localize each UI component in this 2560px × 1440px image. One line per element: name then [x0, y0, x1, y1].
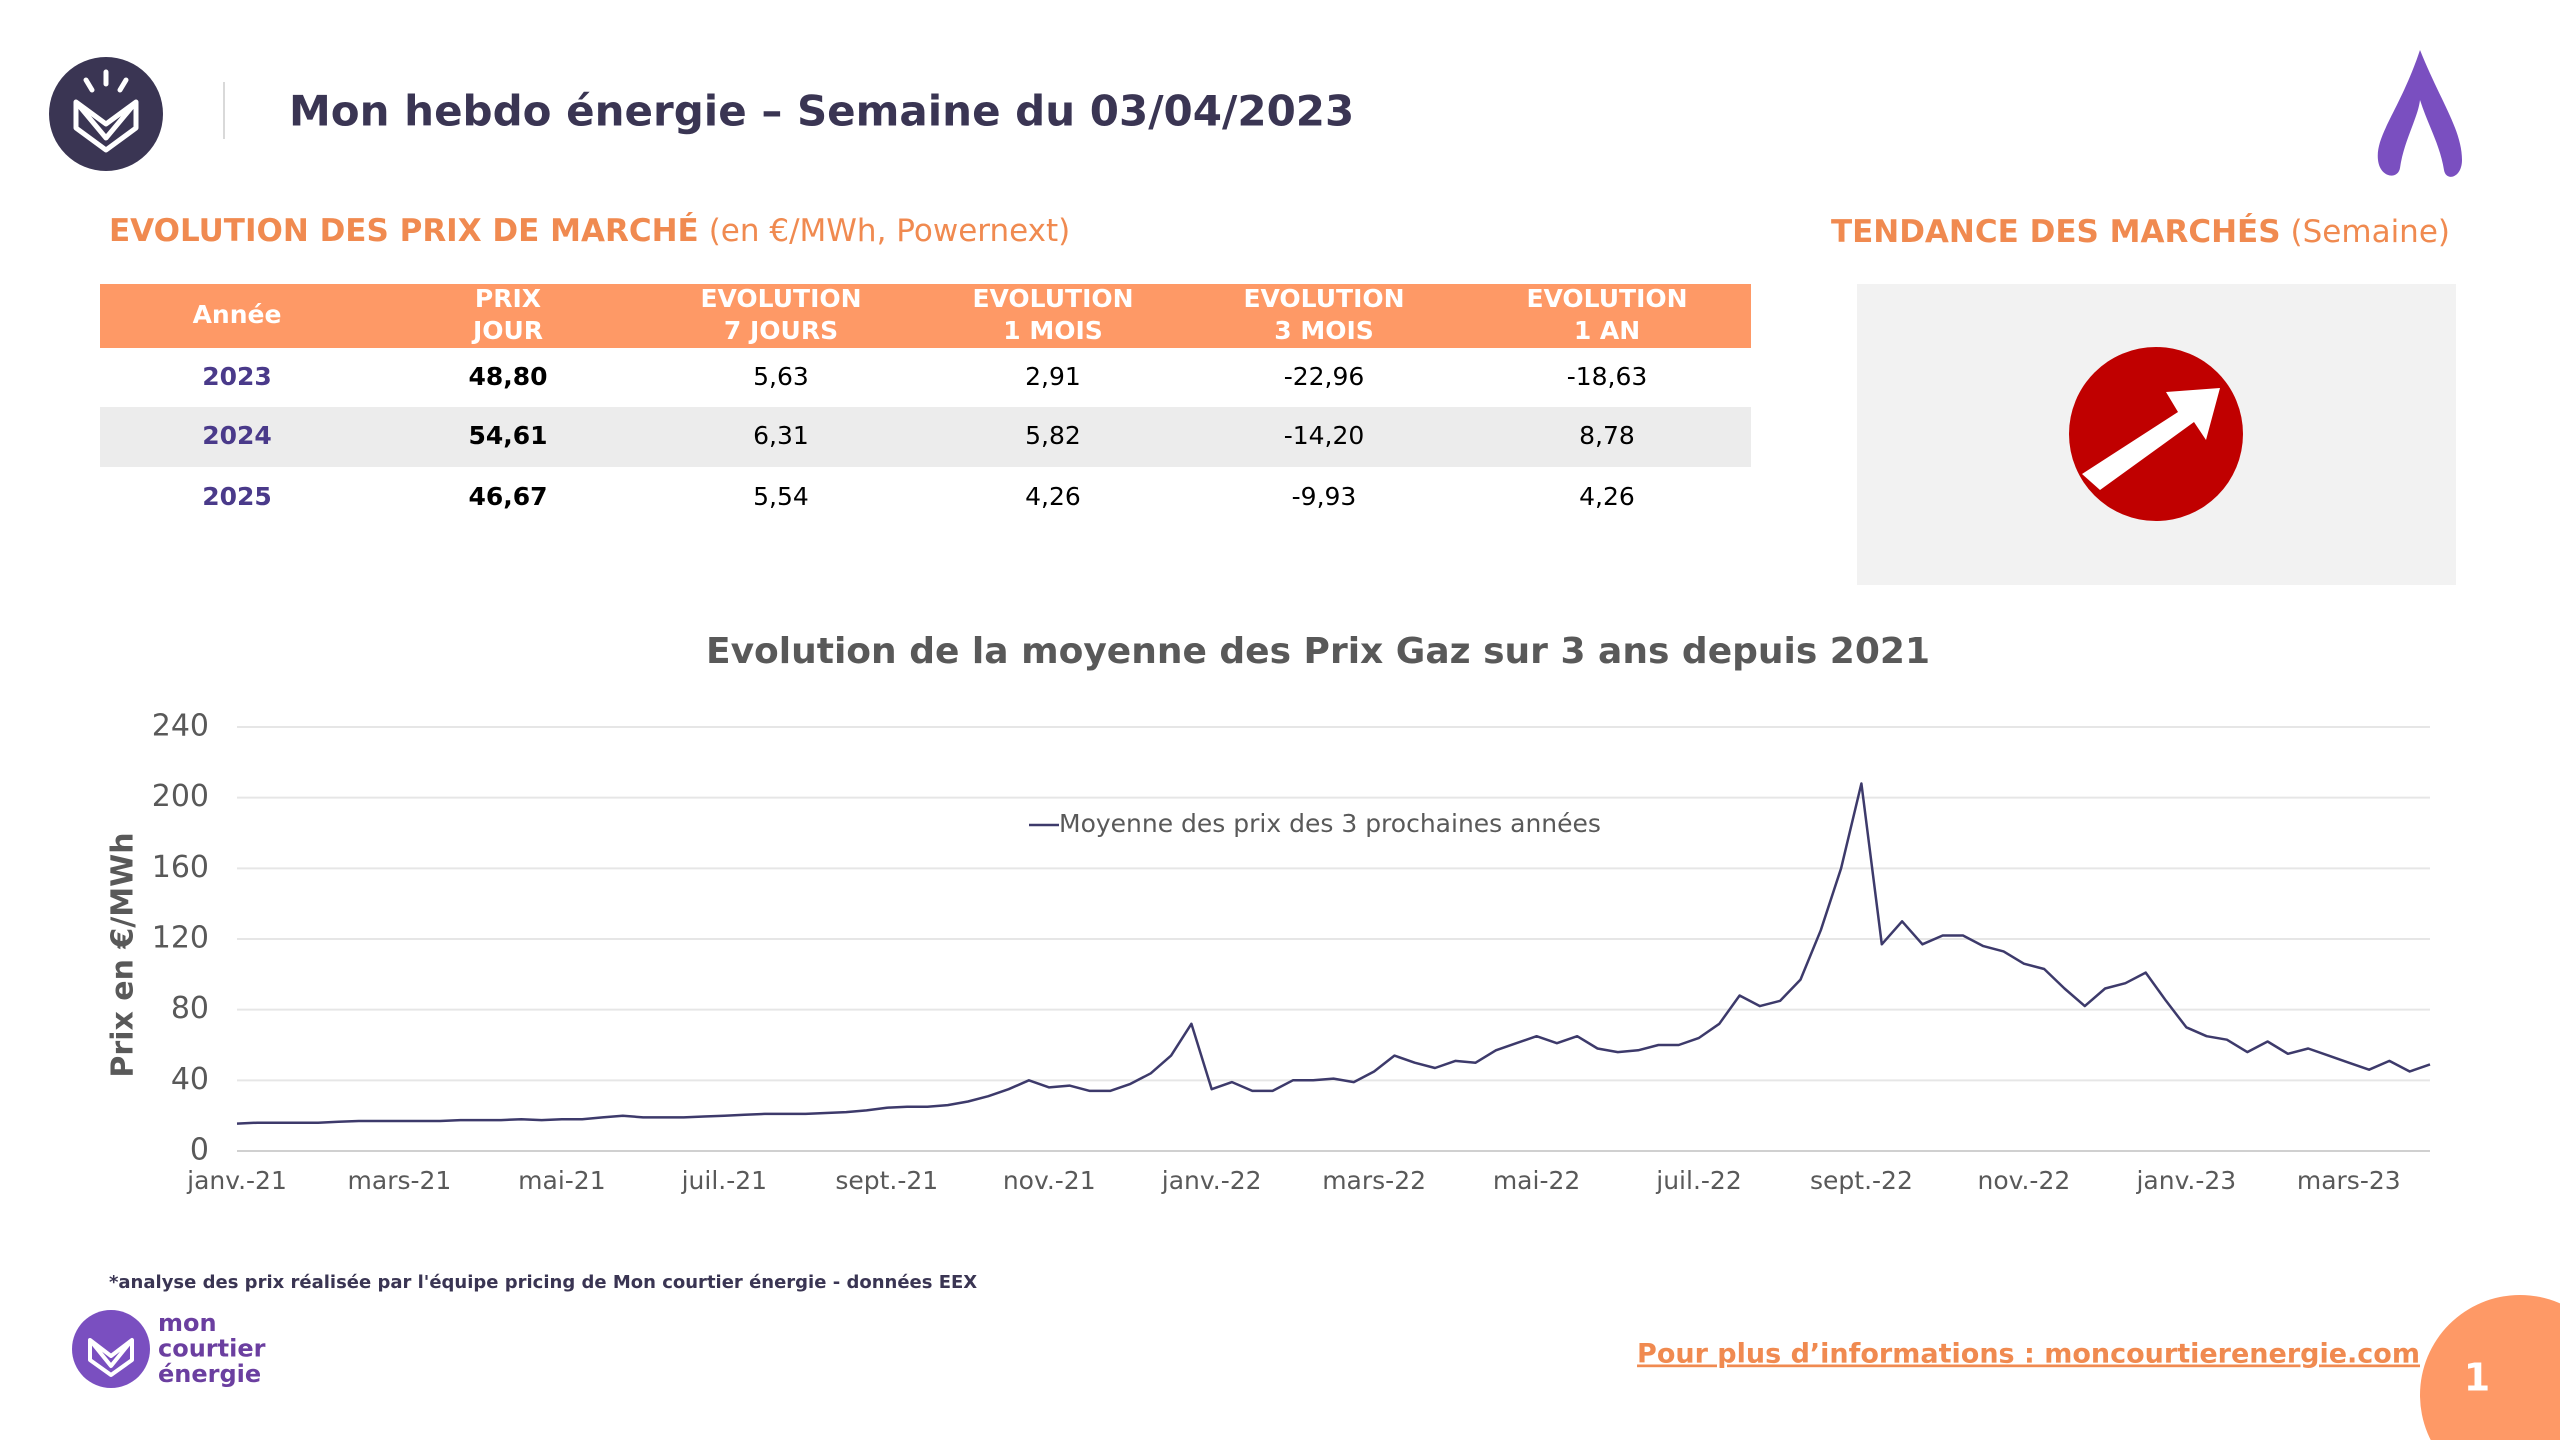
x-tick-label: mai-21 [518, 1166, 605, 1195]
column-header: JOUR [471, 316, 543, 345]
legend-label: Moyenne des prix des 3 prochaines années [1059, 809, 1601, 838]
y-tick-label: 0 [190, 1133, 209, 1168]
brand-word: énergie [158, 1360, 261, 1388]
x-tick-label: nov.-22 [1977, 1166, 2070, 1195]
table-cell: 5,82 [1025, 421, 1081, 450]
x-tick-label: juil.-22 [1655, 1166, 1741, 1195]
brand-word: courtier [158, 1335, 266, 1363]
chart-title: Evolution de la moyenne des Prix Gaz sur… [706, 631, 1930, 672]
x-tick-label: sept.-22 [1810, 1166, 1913, 1195]
footnote: *analyse des prix réalisée par l'équipe … [109, 1272, 977, 1293]
column-header: 1 MOIS [1003, 316, 1103, 345]
x-tick-label: janv.-22 [1161, 1166, 1262, 1195]
y-tick-label: 160 [152, 850, 209, 885]
table-cell: -18,63 [1567, 362, 1648, 391]
x-tick-label: sept.-21 [835, 1166, 938, 1195]
column-header: PRIX [475, 284, 541, 313]
table-cell: 4,26 [1579, 482, 1635, 511]
logo [49, 57, 163, 171]
y-tick-label: 120 [152, 921, 209, 956]
table-cell: 6,31 [753, 421, 809, 450]
x-tick-label: mars-22 [1322, 1166, 1426, 1195]
flame-icon [2377, 50, 2462, 177]
table-cell: -22,96 [1284, 362, 1365, 391]
page-title: Mon hebdo énergie – Semaine du 03/04/202… [289, 87, 1354, 136]
y-tick-label: 80 [171, 991, 209, 1026]
y-tick-label: 40 [171, 1062, 209, 1097]
column-header: 7 JOURS [724, 316, 838, 345]
table-row-bg [100, 407, 1751, 467]
column-header: 3 MOIS [1274, 316, 1374, 345]
row-year: 2023 [202, 362, 272, 391]
row-year: 2025 [202, 482, 272, 511]
y-tick-label: 240 [152, 709, 209, 744]
price-table: Année PRIX JOUR EVOLUTION 7 JOURS EVOLUTION 1 … [100, 284, 1751, 511]
table-header-bg [100, 284, 1751, 348]
table-cell: 4,26 [1025, 482, 1081, 511]
table-cell: -9,93 [1292, 482, 1357, 511]
table-cell: 5,63 [753, 362, 809, 391]
column-header: EVOLUTION [700, 284, 861, 313]
column-header: EVOLUTION [972, 284, 1133, 313]
table-cell: 46,67 [468, 482, 547, 511]
x-tick-label: mars-21 [348, 1166, 452, 1195]
trend-subheading: (Semaine) [2291, 214, 2450, 250]
table-cell: 2,91 [1025, 362, 1081, 391]
line-chart: Evolution de la moyenne des Prix Gaz sur… [106, 631, 2431, 1195]
x-tick-label: janv.-23 [2135, 1166, 2236, 1195]
market-heading: EVOLUTION DES PRIX DE MARCHÉ (en €/MWh, P… [109, 213, 1070, 249]
y-axis-label: Prix en €/MWh [106, 832, 141, 1077]
page-number: 1 [2464, 1356, 2490, 1400]
trend-heading-bold: TENDANCE DES MARCHÉS [1831, 214, 2281, 250]
column-header: Année [193, 300, 282, 329]
trend-panel [1857, 284, 2456, 585]
column-header: 1 AN [1574, 316, 1640, 345]
trend-heading: TENDANCE DES MARCHÉS (Semaine) [1831, 214, 2450, 250]
table-cell: 48,80 [468, 362, 547, 391]
y-tick-label: 200 [152, 779, 209, 814]
column-header: EVOLUTION [1243, 284, 1404, 313]
table-cell: 5,54 [753, 482, 809, 511]
market-heading-bold: EVOLUTION DES PRIX DE MARCHÉ [109, 213, 699, 249]
row-year: 2024 [202, 421, 272, 450]
info-link[interactable]: Pour plus d’informations : moncourtieren… [1637, 1339, 2420, 1370]
x-tick-label: mars-23 [2297, 1166, 2401, 1195]
brand-logo [72, 1310, 150, 1388]
column-header: EVOLUTION [1526, 284, 1687, 313]
x-tick-label: nov.-21 [1003, 1166, 1096, 1195]
x-tick-label: janv.-21 [186, 1166, 287, 1195]
x-tick-label: mai-22 [1493, 1166, 1580, 1195]
table-cell: 8,78 [1579, 421, 1635, 450]
page-number-badge [2420, 1295, 2560, 1440]
data-line [236, 782, 2431, 1125]
brand-word: mon [158, 1309, 217, 1337]
table-cell: 54,61 [468, 421, 547, 450]
market-subheading: (en €/MWh, Powernext) [709, 213, 1071, 249]
x-tick-label: juil.-21 [681, 1166, 767, 1195]
table-cell: -14,20 [1284, 421, 1365, 450]
